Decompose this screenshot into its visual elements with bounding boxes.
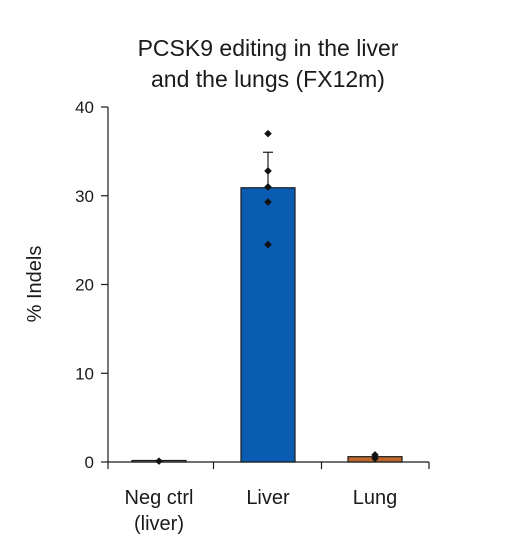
category-label: Lung: [353, 487, 398, 509]
data-point: [264, 240, 272, 249]
y-tick-label: 20: [75, 276, 94, 295]
y-tick-label: 40: [75, 98, 94, 117]
data-point: [155, 457, 163, 465]
y-tick-label: 0: [85, 453, 94, 472]
chart-title-line-1: PCSK9 editing in the liver: [138, 35, 399, 61]
category-label: Liver: [246, 487, 290, 509]
data-point: [371, 451, 379, 459]
y-tick-label: 30: [75, 187, 94, 206]
chart-title-line-2: and the lungs (FX12m): [151, 66, 385, 92]
y-tick-label: 10: [75, 364, 94, 383]
data-point: [264, 167, 272, 175]
data-point: [264, 129, 272, 138]
category-label: Neg ctrl (liver): [125, 487, 194, 535]
bar-1: [240, 187, 296, 463]
data-point: [264, 183, 272, 191]
data-point: [264, 198, 272, 206]
y-axis-label: % Indels: [24, 246, 46, 323]
